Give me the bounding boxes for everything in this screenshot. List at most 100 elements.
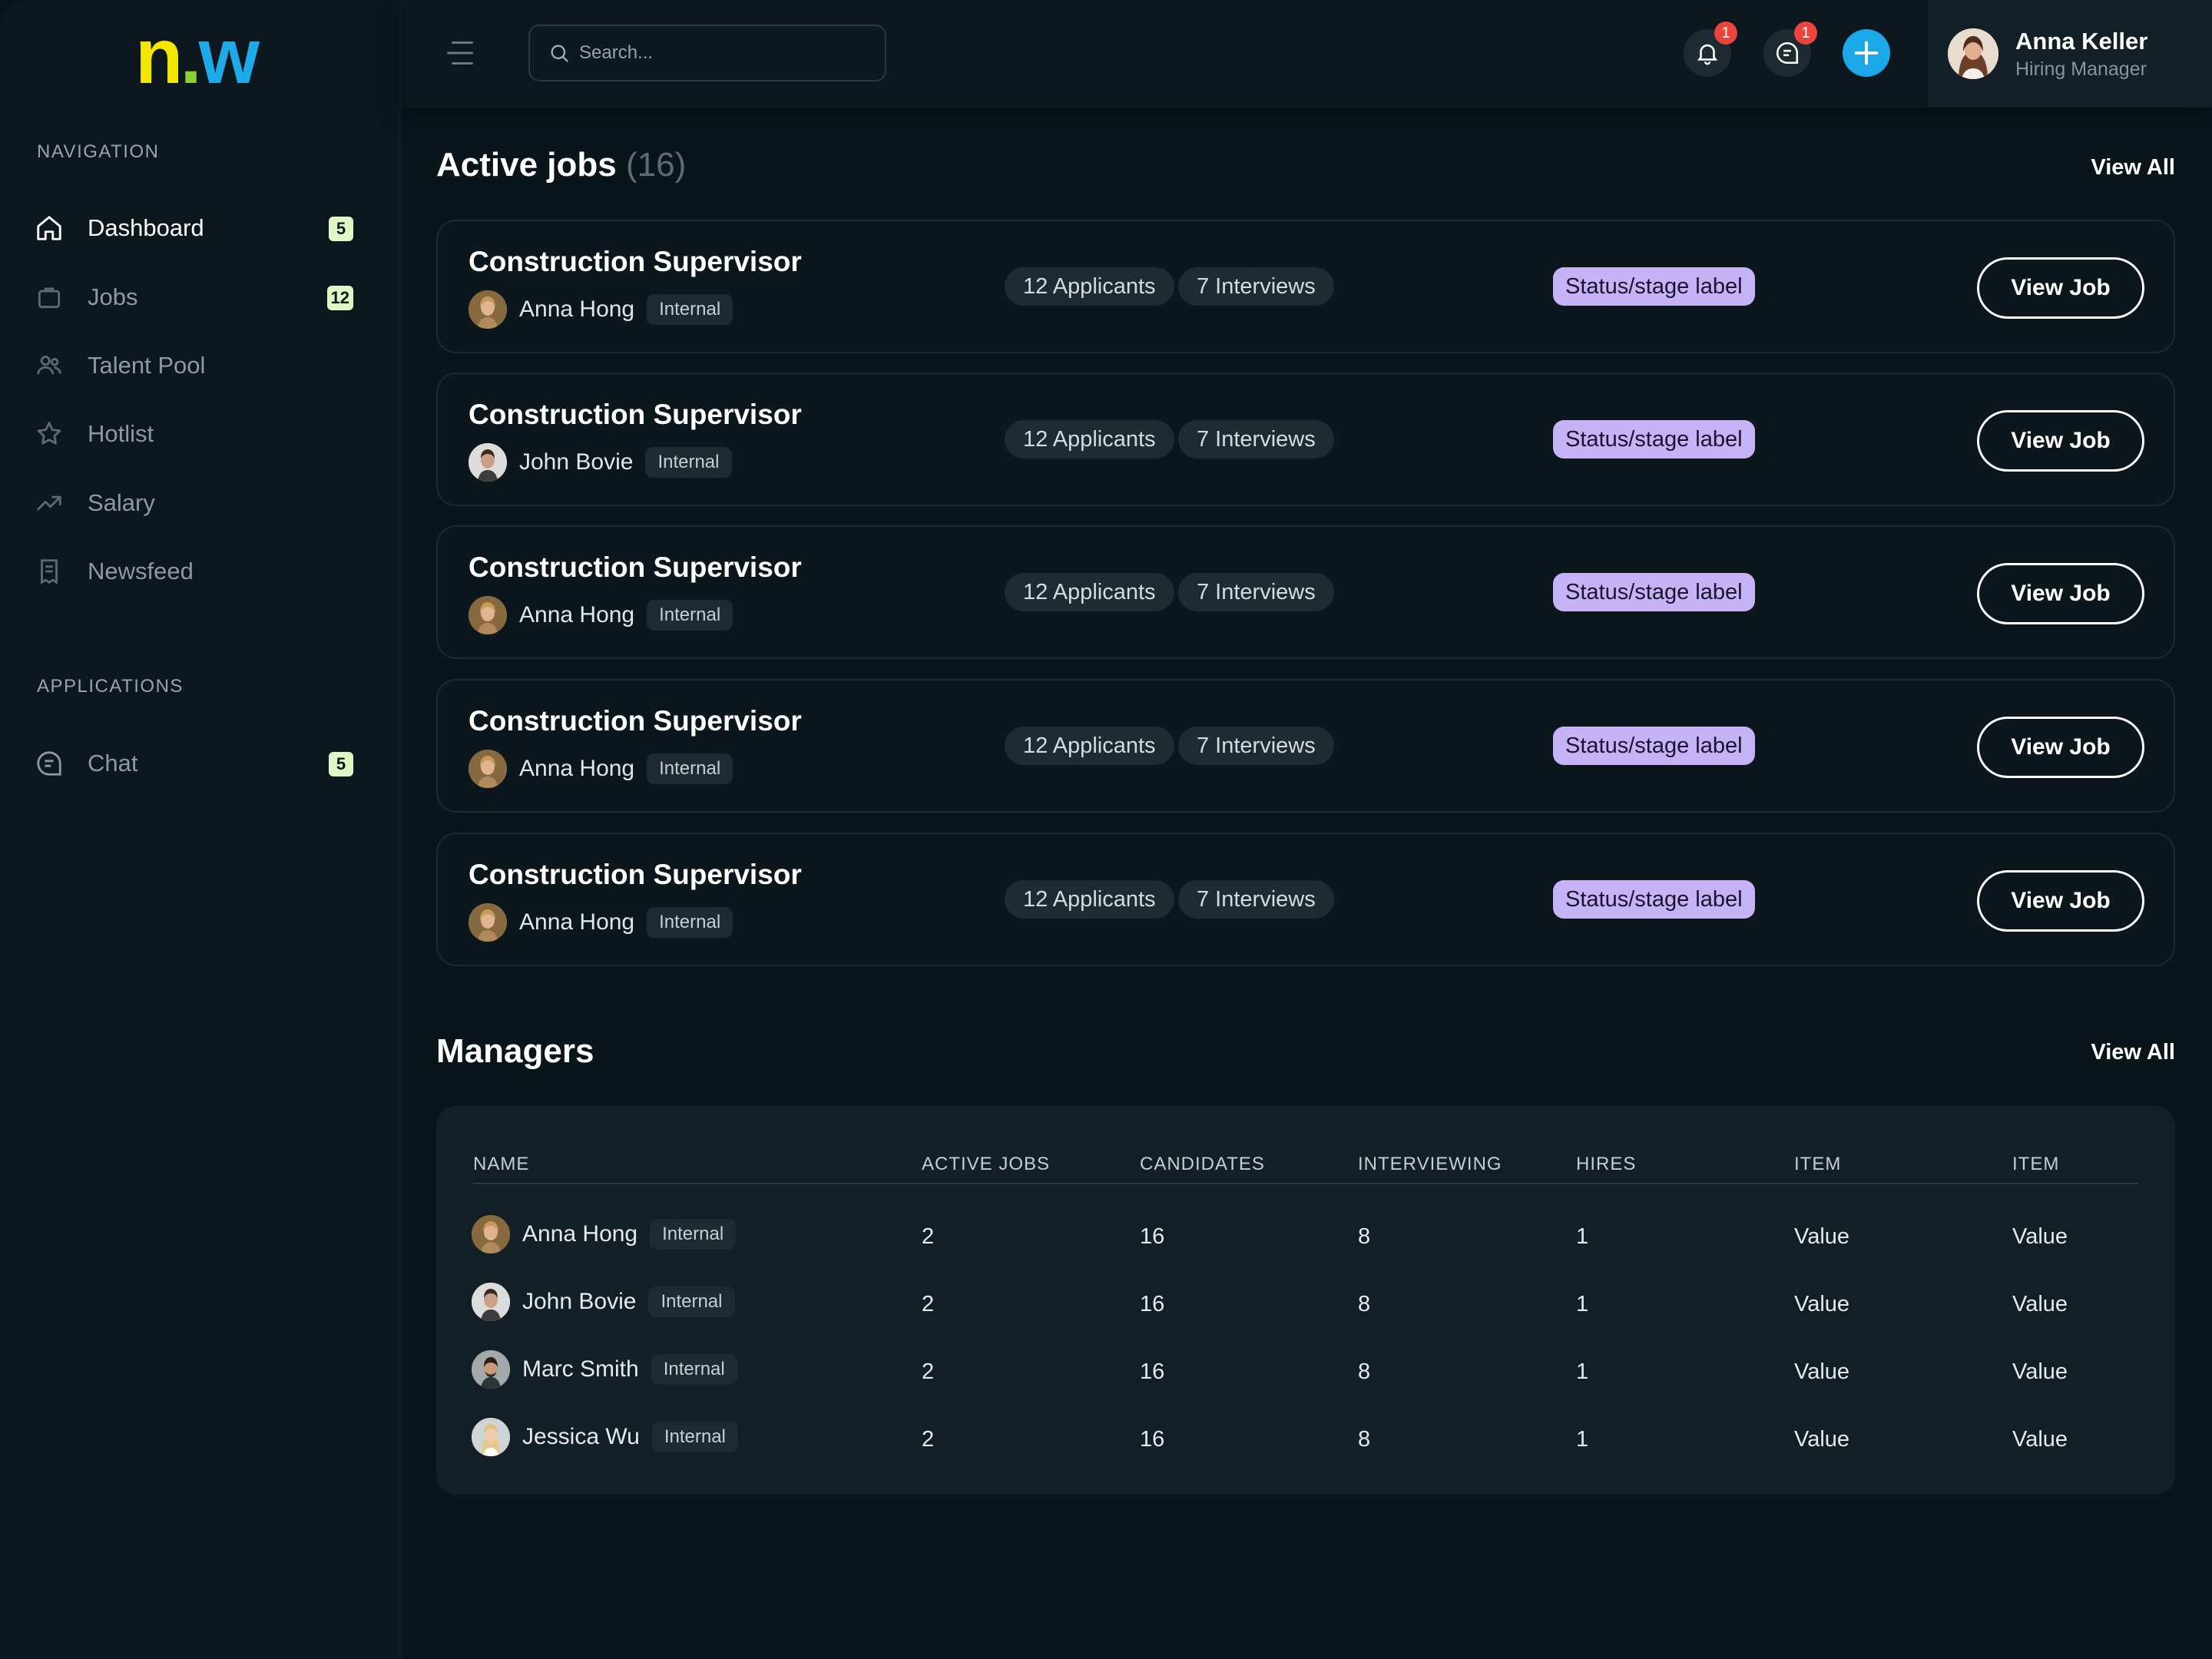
- column-header-item[interactable]: ITEM: [2012, 1154, 2060, 1174]
- active-jobs-view-all-link[interactable]: View All: [2091, 155, 2175, 180]
- bell-icon: [1697, 44, 1718, 65]
- interviewing-cell: 8: [1358, 1359, 1371, 1384]
- owner-avatar: [469, 903, 507, 942]
- add-button[interactable]: [1843, 29, 1890, 77]
- manager-name[interactable]: Marc Smith: [522, 1356, 639, 1382]
- column-header-item[interactable]: ITEM: [1794, 1154, 1842, 1174]
- status-badge: Status/stage label: [1553, 880, 1755, 919]
- job-card[interactable]: Construction Supervisor Anna Hong Intern…: [436, 525, 2175, 659]
- internal-tag: Internal: [648, 1286, 735, 1317]
- status-badge: Status/stage label: [1553, 267, 1755, 306]
- item-cell: Value: [2012, 1292, 2068, 1316]
- active-jobs-count: (16): [625, 146, 687, 184]
- candidates-cell: 16: [1140, 1359, 1165, 1384]
- sidebar-item-jobs[interactable]: Jobs 12: [34, 274, 356, 320]
- internal-tag: Internal: [647, 907, 733, 938]
- job-card[interactable]: Construction Supervisor Anna Hong Intern…: [436, 679, 2175, 813]
- owner-avatar: [469, 443, 507, 482]
- column-header-name[interactable]: NAME: [473, 1154, 530, 1174]
- applicants-pill: 12 Applicants: [1005, 727, 1174, 765]
- active-jobs-cell: 2: [922, 1427, 935, 1452]
- active-jobs-cell: 2: [922, 1224, 935, 1249]
- job-owner: Anna Hong Internal: [469, 750, 733, 788]
- owner-name: Anna Hong: [519, 756, 635, 781]
- sidebar-item-newsfeed[interactable]: Newsfeed: [34, 548, 356, 594]
- job-card[interactable]: Construction Supervisor Anna Hong Intern…: [436, 220, 2175, 353]
- search-box[interactable]: [528, 25, 886, 81]
- sidebar-item-salary[interactable]: Salary: [34, 480, 356, 526]
- internal-tag: Internal: [647, 294, 733, 325]
- home-icon: [34, 213, 65, 243]
- notifications-button[interactable]: 1: [1684, 22, 1737, 77]
- sidebar-item-label: Newsfeed: [88, 558, 194, 584]
- job-card[interactable]: Construction Supervisor Anna Hong Intern…: [436, 833, 2175, 966]
- user-avatar: [1948, 28, 1998, 79]
- sidebar-item-talent-pool[interactable]: Talent Pool: [34, 343, 356, 389]
- applications-section-label: APPLICATIONS: [37, 676, 184, 697]
- sidebar-item-chat[interactable]: Chat 5: [34, 740, 356, 786]
- menu-toggle-button[interactable]: [447, 40, 478, 66]
- manager-avatar: [472, 1283, 510, 1321]
- internal-tag: Internal: [651, 1422, 738, 1452]
- job-owner: Anna Hong Internal: [469, 290, 733, 329]
- star-icon: [34, 419, 65, 449]
- view-job-button[interactable]: View Job: [1977, 257, 2144, 319]
- owner-name: Anna Hong: [519, 602, 635, 628]
- view-job-button[interactable]: View Job: [1977, 410, 2144, 472]
- job-title: Construction Supervisor: [469, 551, 802, 583]
- hires-cell: 1: [1576, 1292, 1589, 1316]
- column-header-hires[interactable]: HIRES: [1576, 1154, 1637, 1174]
- briefcase-icon: [34, 282, 65, 313]
- plus-icon: [1854, 41, 1879, 65]
- search-icon: [551, 45, 568, 62]
- users-icon: [34, 350, 65, 381]
- active-jobs-cell: 2: [922, 1359, 935, 1384]
- table-row[interactable]: Marc Smith Internal 2 16 8 1 Value Value: [436, 1339, 2175, 1407]
- interviewing-cell: 8: [1358, 1224, 1371, 1249]
- table-row[interactable]: John Bovie Internal 2 16 8 1 Value Value: [436, 1272, 2175, 1339]
- messages-button[interactable]: 1: [1763, 22, 1817, 77]
- job-owner: Anna Hong Internal: [469, 903, 733, 942]
- manager-name[interactable]: Anna Hong: [522, 1221, 638, 1247]
- search-input[interactable]: [579, 42, 871, 64]
- candidates-cell: 16: [1140, 1427, 1165, 1452]
- view-job-button[interactable]: View Job: [1977, 870, 2144, 932]
- column-header-active-jobs[interactable]: ACTIVE JOBS: [922, 1154, 1051, 1174]
- item-cell: Value: [2012, 1224, 2068, 1249]
- view-job-button[interactable]: View Job: [1977, 563, 2144, 624]
- view-job-button[interactable]: View Job: [1977, 717, 2144, 778]
- notifications-badge: 1: [1714, 22, 1737, 45]
- table-row[interactable]: Jessica Wu Internal 2 16 8 1 Value Value: [436, 1407, 2175, 1475]
- owner-name: Anna Hong: [519, 909, 635, 935]
- manager-name[interactable]: Jessica Wu: [522, 1424, 640, 1449]
- manager-cell: Anna Hong Internal: [472, 1215, 737, 1253]
- user-profile[interactable]: Anna Keller Hiring Manager: [1928, 0, 2212, 108]
- messages-badge: 1: [1794, 22, 1817, 45]
- job-card[interactable]: Construction Supervisor John Bovie Inter…: [436, 373, 2175, 506]
- dashboard-count-badge: 5: [329, 217, 353, 241]
- item-cell: Value: [1794, 1359, 1850, 1384]
- column-header-interviewing[interactable]: INTERVIEWING: [1358, 1154, 1502, 1174]
- internal-tag: Internal: [651, 1354, 737, 1385]
- table-header-divider: [473, 1183, 2138, 1184]
- logo[interactable]: n.w: [135, 12, 260, 100]
- sidebar-item-dashboard[interactable]: Dashboard 5: [34, 205, 356, 251]
- sidebar-item-hotlist[interactable]: Hotlist: [34, 411, 356, 457]
- job-title: Construction Supervisor: [469, 246, 802, 277]
- hamburger-icon: [447, 41, 473, 65]
- owner-avatar: [469, 750, 507, 788]
- interviews-pill: 7 Interviews: [1178, 573, 1334, 611]
- internal-tag: Internal: [645, 447, 732, 478]
- sidebar-item-label: Hotlist: [88, 420, 154, 447]
- candidates-cell: 16: [1140, 1292, 1165, 1316]
- applicants-pill: 12 Applicants: [1005, 880, 1174, 919]
- manager-name[interactable]: John Bovie: [522, 1289, 637, 1314]
- user-avatar-image: [1948, 28, 1998, 79]
- job-title: Construction Supervisor: [469, 399, 802, 430]
- manager-avatar: [472, 1350, 510, 1389]
- internal-tag: Internal: [647, 753, 733, 784]
- column-header-candidates[interactable]: CANDIDATES: [1140, 1154, 1265, 1174]
- table-row[interactable]: Anna Hong Internal 2 16 8 1 Value Value: [436, 1204, 2175, 1272]
- interviews-pill: 7 Interviews: [1178, 880, 1334, 919]
- managers-view-all-link[interactable]: View All: [2091, 1040, 2175, 1065]
